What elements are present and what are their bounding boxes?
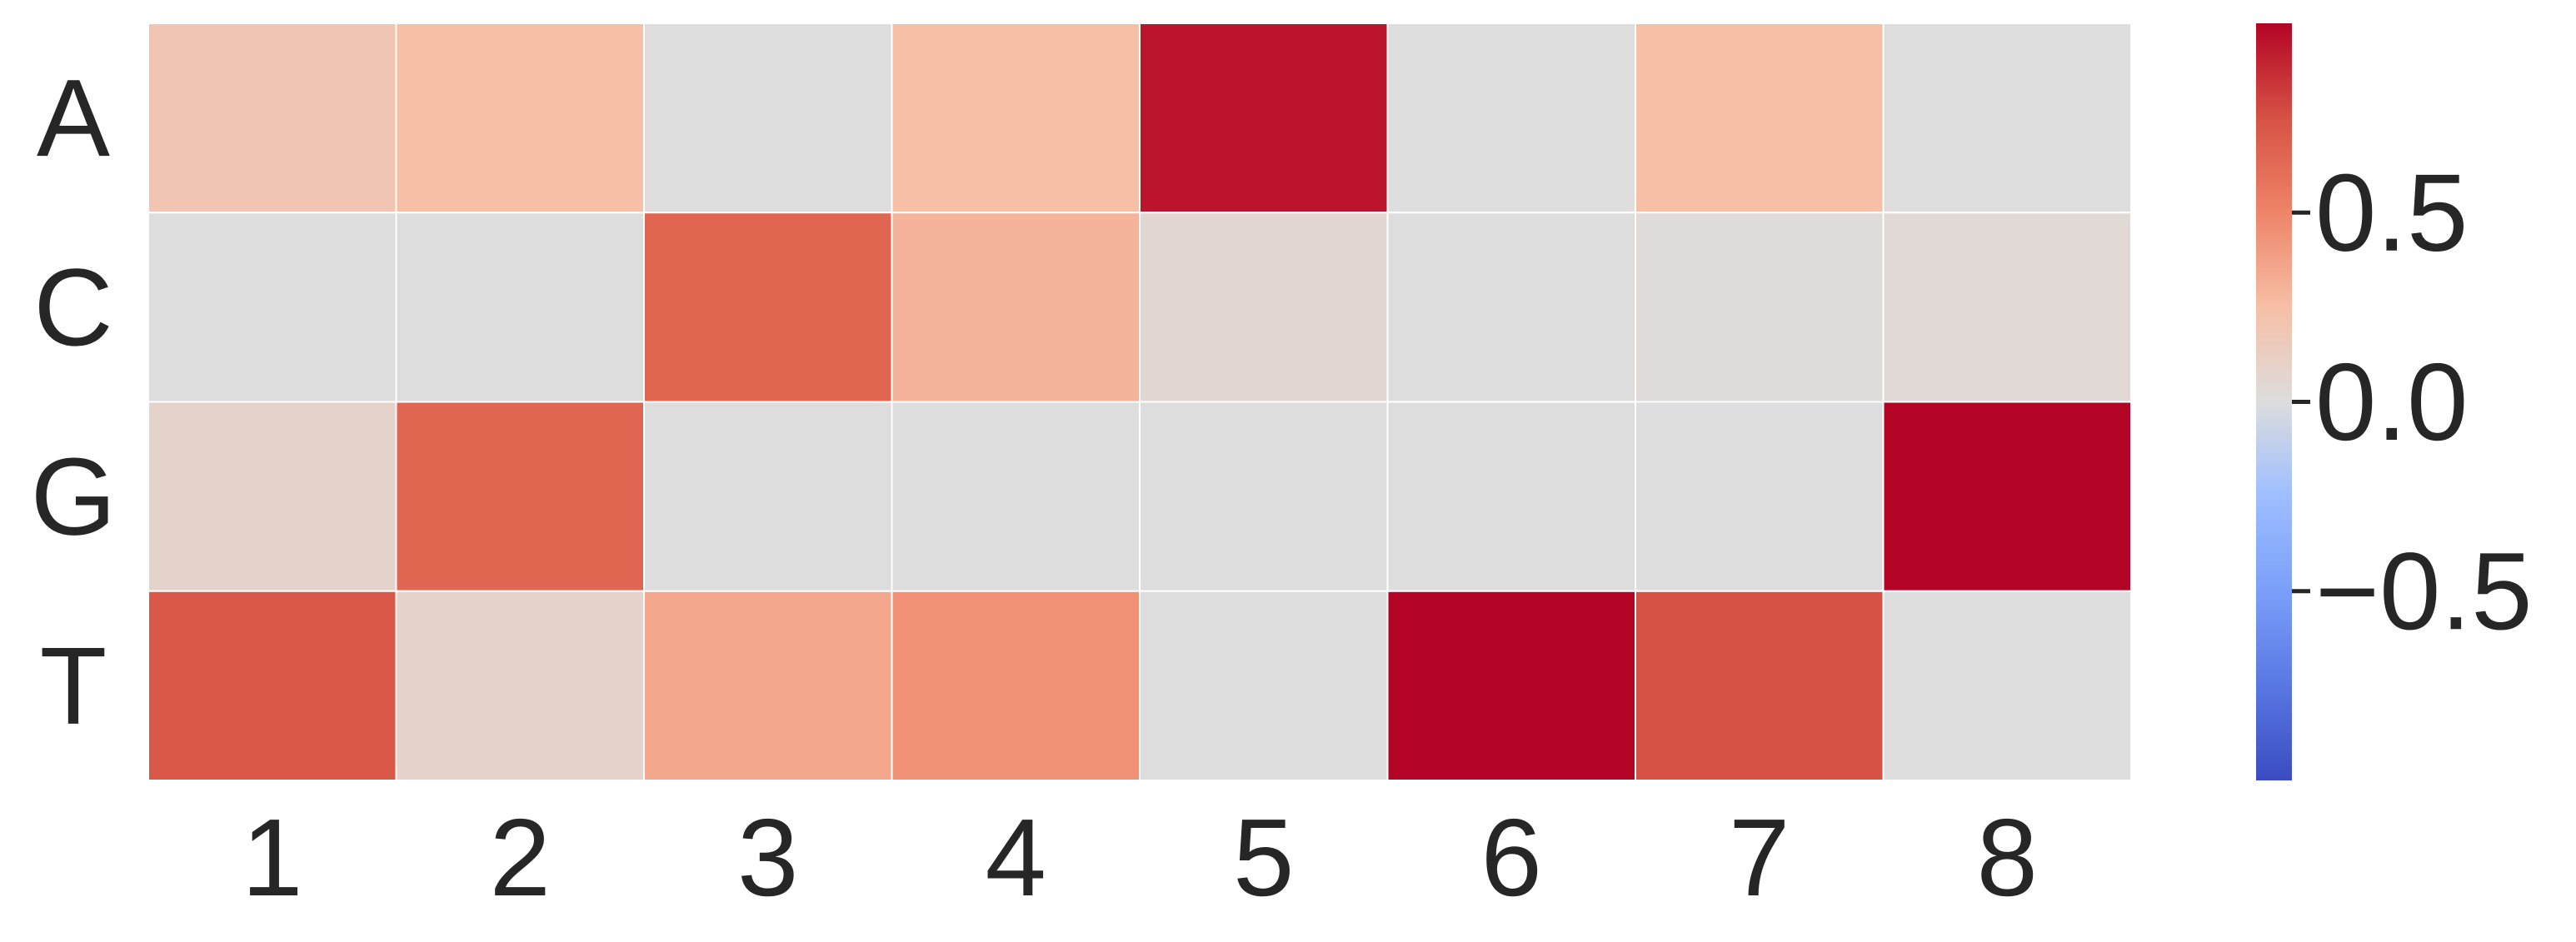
heatmap-cell-A-1	[147, 22, 397, 214]
colorbar-tick-label: 0.5	[2315, 152, 2469, 274]
heatmap-cell-A-3	[643, 22, 893, 214]
heatmap-cell-G-3	[643, 401, 893, 592]
colorbar-gradient	[2256, 23, 2292, 780]
heatmap-cell-A-6	[1386, 22, 1636, 214]
heatmap-cell-C-3	[643, 212, 893, 403]
x-tick-label-7: 7	[1729, 796, 1790, 919]
heatmap-cell-G-4	[891, 401, 1141, 592]
heatmap-cell-A-5	[1139, 22, 1389, 214]
x-tick-label-5: 5	[1233, 796, 1294, 919]
colorbar-tick-label: 0.0	[2315, 341, 2469, 463]
heatmap-cell-T-8	[1882, 590, 2132, 781]
heatmap-cell-C-8	[1882, 212, 2132, 403]
heatmap-cell-T-7	[1635, 590, 1885, 781]
heatmap-cell-T-6	[1386, 590, 1636, 781]
x-tick-label-1: 1	[242, 796, 302, 919]
heatmap-cell-G-6	[1386, 401, 1636, 592]
heatmap-cell-A-2	[395, 22, 645, 214]
heatmap-cell-G-8	[1882, 401, 2132, 592]
x-tick-label-3: 3	[737, 796, 798, 919]
x-axis-tick-labels: 1 2 3 4 5 6 7 8	[242, 796, 2038, 919]
y-tick-label-T: T	[40, 625, 107, 747]
y-tick-label-C: C	[33, 246, 112, 368]
heatmap-cell-C-6	[1386, 212, 1636, 403]
heatmap-cell-T-4	[891, 590, 1141, 781]
heatmap-cell-G-7	[1635, 401, 1885, 592]
x-tick-label-6: 6	[1481, 796, 1542, 919]
heatmap-cell-C-1	[147, 212, 397, 403]
heatmap-cell-T-1	[147, 590, 397, 781]
heatmap-cell-C-4	[891, 212, 1141, 403]
heatmap-cell-A-7	[1635, 22, 1885, 214]
heatmap-cell-G-1	[147, 401, 397, 592]
x-tick-label-4: 4	[986, 796, 1046, 919]
y-tick-label-G: G	[31, 436, 117, 558]
heatmap-cell-T-3	[643, 590, 893, 781]
heatmap-cell-C-7	[1635, 212, 1885, 403]
colorbar-tick-label: −0.5	[2315, 530, 2533, 652]
heatmap-cell-T-2	[395, 590, 645, 781]
heatmap-cell-C-2	[395, 212, 645, 403]
heatmap-cell-T-5	[1139, 590, 1389, 781]
heatmap-cells	[147, 22, 2132, 781]
heatmap-cell-A-4	[891, 22, 1141, 214]
x-tick-label-8: 8	[1977, 796, 2038, 919]
heatmap-cell-A-8	[1882, 22, 2132, 214]
x-tick-label-2: 2	[490, 796, 551, 919]
heatmap-cell-C-5	[1139, 212, 1389, 403]
heatmap-cell-G-5	[1139, 401, 1389, 592]
colorbar: 0.5 0.0 −0.5	[2256, 23, 2533, 780]
heatmap-cell-G-2	[395, 401, 645, 592]
y-tick-label-A: A	[37, 57, 110, 179]
